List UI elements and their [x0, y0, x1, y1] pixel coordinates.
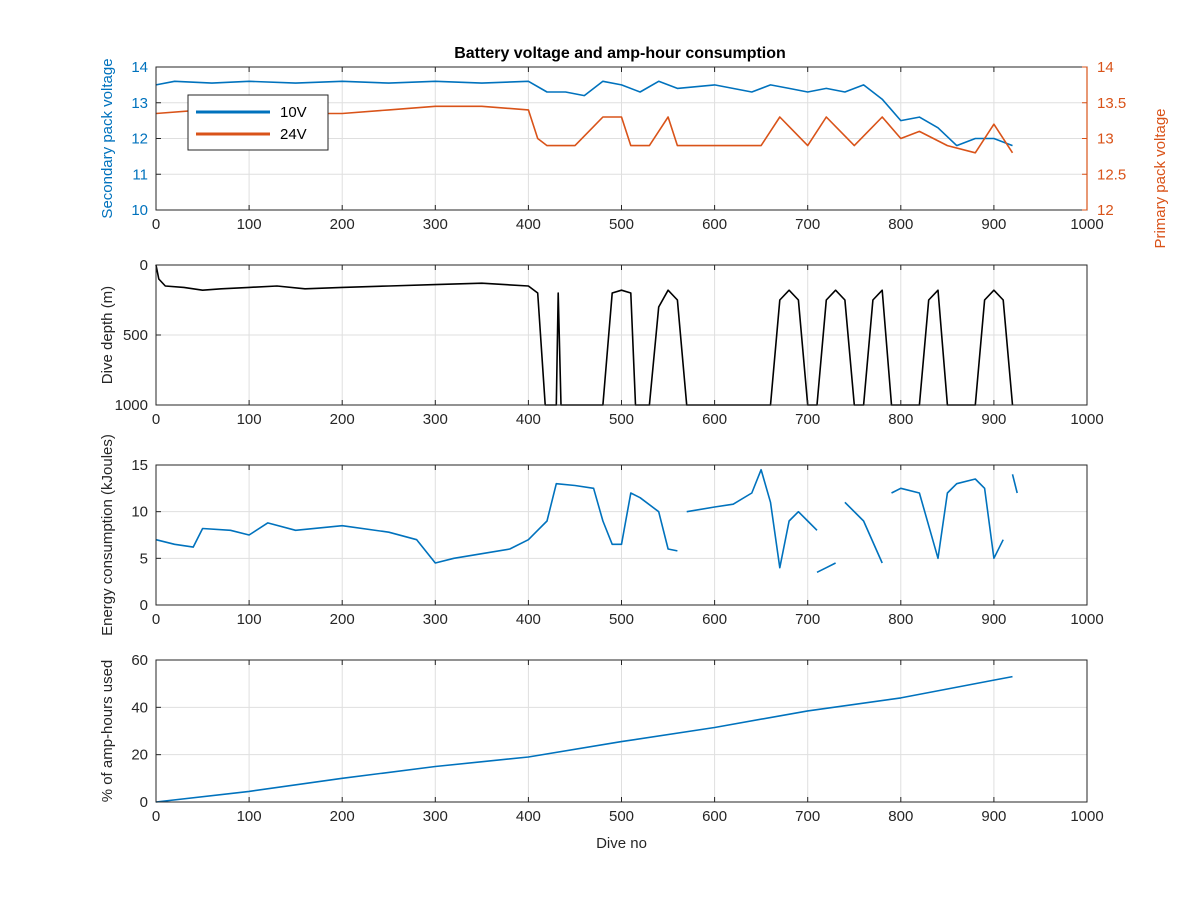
x-tick-label: 1000: [1070, 216, 1103, 233]
y-tick-label: 12: [131, 131, 148, 148]
x-tick-label: 0: [152, 216, 160, 233]
y-axis-label: % of amp-hours used: [99, 660, 116, 803]
y-tick-label: 5: [140, 550, 148, 567]
legend-entry-10V: 10V: [280, 104, 307, 121]
x-tick-label: 1000: [1070, 411, 1103, 428]
x-tick-label: 200: [330, 611, 355, 628]
x-tick-label: 100: [237, 411, 262, 428]
x-tick-label: 800: [888, 216, 913, 233]
x-tick-label: 300: [423, 411, 448, 428]
x-tick-label: 300: [423, 216, 448, 233]
x-tick-label: 900: [981, 216, 1006, 233]
x-tick-label: 900: [981, 808, 1006, 825]
x-tick-label: 600: [702, 808, 727, 825]
y-tick-label: 10: [131, 202, 148, 219]
y-tick-label: 13: [131, 95, 148, 112]
x-tick-label: 700: [795, 216, 820, 233]
x-tick-label: 500: [609, 411, 634, 428]
charts-container: 0 100 200 300 400 500 600 700 800 900 100010111213…: [99, 58, 1169, 852]
x-tick-label: 600: [702, 216, 727, 233]
x-tick-label: 100: [237, 808, 262, 825]
series-line-data-chart4: [155, 675, 1013, 803]
series-line-24V-chart1: [155, 105, 1014, 154]
right-y-tick-label: 14: [1097, 59, 1114, 76]
x-tick-label: 800: [888, 411, 913, 428]
x-tick-label: 400: [516, 611, 541, 628]
x-tick-label: 400: [516, 411, 541, 428]
x-tick-label: 700: [795, 611, 820, 628]
y-tick-label: 20: [131, 747, 148, 764]
x-tick-label: 200: [330, 216, 355, 233]
right-y-tick-label: 12: [1097, 202, 1114, 219]
x-tick-label: 800: [888, 808, 913, 825]
right-y-tick-label: 12.5: [1097, 166, 1126, 183]
x-tick-label: 500: [609, 216, 634, 233]
x-tick-label: 700: [795, 808, 820, 825]
y-tick-label: 500: [123, 327, 148, 344]
chart-panel-2: 0 100 200 300 400 500 600 700 800 900 100005001000…: [99, 257, 1104, 428]
right-y-axis-label: Primary pack voltage: [1152, 108, 1169, 248]
x-tick-label: 400: [516, 808, 541, 825]
y-axis-label: Dive depth (m): [99, 286, 116, 384]
y-tick-label: 1000: [115, 397, 148, 414]
x-tick-label: 300: [423, 808, 448, 825]
y-tick-label: 0: [140, 794, 148, 811]
x-tick-label: 800: [888, 611, 913, 628]
x-tick-label: 700: [795, 411, 820, 428]
x-tick-label: 100: [237, 216, 262, 233]
y-tick-label: 15: [131, 457, 148, 474]
y-tick-label: 10: [131, 504, 148, 521]
x-tick-label: 1000: [1070, 611, 1103, 628]
chart-panel-4: 0 100 200 300 400 500 600 700 800 900 1000 0 20 40 60%…: [99, 652, 1104, 852]
x-tick-label: 200: [330, 808, 355, 825]
series-line-10V-chart1: [155, 80, 1013, 147]
x-tick-label: 1000: [1070, 808, 1103, 825]
x-tick-label: 0: [152, 611, 160, 628]
x-tick-label: 0: [152, 808, 160, 825]
x-tick-label: 400: [516, 216, 541, 233]
x-axis-label: Dive no: [596, 835, 647, 852]
y-axis-label: Secondary pack voltage: [99, 58, 116, 218]
x-tick-label: 500: [609, 611, 634, 628]
y-tick-label: 0: [140, 257, 148, 274]
y-tick-label: 60: [131, 652, 148, 669]
chart-panel-3: 0 100 200 300 400 500 600 700 800 900 1000 0 5 10 15 En…: [99, 434, 1104, 636]
x-tick-label: 100: [237, 611, 262, 628]
chart-panel-1: 0 100 200 300 400 500 600 700 800 900 1000 10 11 12 13…: [99, 58, 1169, 248]
series-line-data-chart3: [155, 468, 1018, 574]
right-y-tick-label: 13.5: [1097, 95, 1126, 112]
y-axis-label: Energy consumption (kJoules): [99, 434, 116, 636]
x-tick-label: 600: [702, 411, 727, 428]
y-tick-label: 0: [140, 597, 148, 614]
y-tick-label: 11: [132, 166, 148, 183]
y-tick-label: 40: [131, 699, 148, 716]
y-tick-label: 14: [131, 59, 148, 76]
x-tick-label: 300: [423, 611, 448, 628]
right-y-tick-label: 13: [1097, 131, 1114, 148]
x-tick-label: 200: [330, 411, 355, 428]
figure-title: Battery voltage and amp-hour consumption: [454, 45, 786, 62]
x-tick-label: 900: [981, 611, 1006, 628]
legend-entry-24V: 24V: [280, 126, 307, 143]
x-tick-label: 0: [152, 411, 160, 428]
legend-box: [187, 94, 329, 151]
x-tick-label: 600: [702, 611, 727, 628]
x-tick-label: 900: [981, 411, 1006, 428]
x-tick-label: 500: [609, 808, 634, 825]
